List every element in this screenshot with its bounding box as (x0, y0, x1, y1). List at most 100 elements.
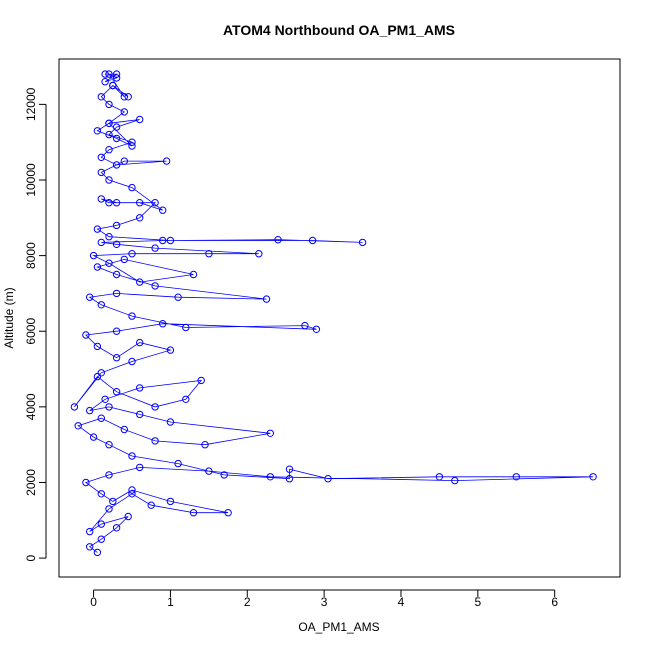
y-axis-label: Altitude (m) (2, 287, 16, 348)
data-point (435, 473, 444, 481)
data-point (89, 433, 98, 441)
data-point (285, 475, 294, 483)
data-point (93, 342, 102, 351)
data-point (112, 354, 121, 362)
data-point (136, 115, 144, 124)
data-point (97, 490, 106, 498)
data-point (162, 157, 171, 165)
data-point (159, 206, 167, 214)
x-tick-label: 1 (167, 595, 174, 609)
data-point (174, 459, 182, 468)
data-point (112, 74, 121, 82)
x-axis: 0 1 2 3 4 5 6 (90, 589, 558, 609)
data-point (105, 505, 113, 513)
data-point (82, 331, 90, 339)
data-point (105, 199, 113, 207)
data-point (166, 418, 175, 426)
data-point (166, 346, 175, 354)
data-point (120, 108, 129, 116)
data-point (97, 520, 106, 528)
data-point (112, 289, 121, 298)
data-point (189, 270, 198, 279)
data-point (182, 395, 190, 403)
data-point (324, 475, 332, 483)
y-tick-label: 10000 (24, 163, 38, 197)
data-point (112, 221, 121, 230)
data-point (105, 119, 113, 128)
data-layer (70, 70, 597, 557)
data-point (101, 70, 109, 78)
x-tick-label: 2 (244, 595, 251, 609)
data-point (308, 236, 317, 245)
data-point (128, 312, 136, 320)
data-point (124, 93, 132, 101)
data-point (82, 478, 90, 487)
data-point (255, 250, 263, 258)
data-point (151, 199, 159, 207)
data-point (301, 321, 309, 330)
y-tick-label: 12000 (24, 87, 38, 121)
x-tick-label: 0 (90, 595, 97, 609)
data-point (128, 142, 136, 150)
data-point (128, 183, 136, 192)
data-point (205, 250, 213, 258)
x-tick-label: 3 (321, 595, 328, 609)
data-point (224, 509, 232, 517)
series-line (74, 73, 594, 553)
data-point (105, 130, 113, 139)
data-point (112, 327, 121, 335)
data-point (89, 251, 98, 260)
data-point (112, 388, 121, 396)
data-point (112, 161, 121, 169)
data-point (97, 168, 106, 177)
data-point (159, 320, 167, 328)
data-point (97, 153, 106, 162)
data-point (97, 301, 106, 309)
data-point (166, 497, 175, 506)
data-point (312, 325, 321, 333)
data-point (105, 403, 113, 411)
x-tick-label: 5 (474, 595, 481, 609)
data-point (120, 425, 129, 434)
y-tick-label: 2000 (24, 469, 38, 496)
data-point (151, 403, 159, 411)
data-point (86, 543, 94, 551)
data-point (151, 282, 159, 290)
data-point (220, 471, 228, 479)
data-point (93, 372, 102, 381)
data-point (136, 463, 144, 472)
data-point (105, 233, 113, 241)
data-point (97, 414, 106, 422)
data-point (105, 176, 113, 184)
data-point (105, 100, 113, 109)
data-point (197, 376, 205, 385)
data-point (86, 293, 94, 301)
data-point (128, 490, 136, 498)
plot-frame (58, 58, 621, 578)
data-point (128, 452, 136, 460)
data-point (128, 486, 136, 494)
data-point (128, 250, 136, 258)
data-point (124, 512, 132, 521)
data-point (112, 270, 121, 279)
data-point (201, 441, 209, 449)
data-point (105, 471, 113, 479)
data-point (112, 524, 121, 532)
data-point (151, 244, 159, 252)
data-point (105, 259, 113, 267)
data-point (93, 548, 102, 557)
y-tick-label: 0 (24, 554, 38, 561)
data-point (262, 295, 271, 303)
data-point (174, 293, 182, 301)
data-point (86, 527, 94, 536)
data-point (589, 473, 597, 481)
data-point (166, 236, 175, 245)
data-point (136, 199, 144, 207)
data-point (266, 473, 274, 481)
chart-title: ATOM4 Northbound OA_PM1_AMS (223, 22, 455, 38)
data-point (285, 465, 294, 473)
data-point (105, 441, 113, 449)
data-point (136, 384, 144, 392)
data-point (93, 127, 102, 135)
